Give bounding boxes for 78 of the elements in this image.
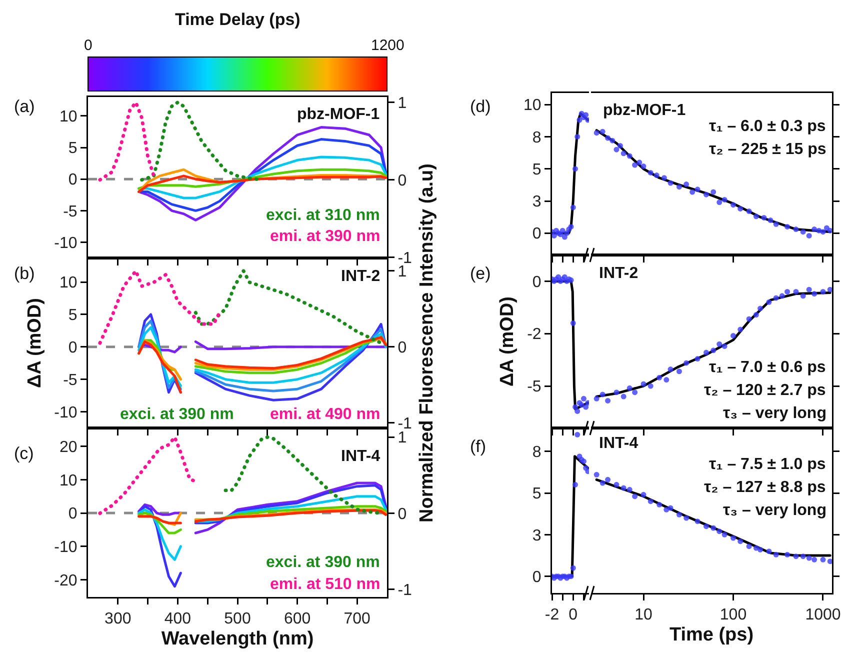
y2-tick-label: 1 [398,430,407,447]
annotation: INT-2 [341,268,380,285]
x-tick-label: 600 [284,610,311,628]
color-bar-label: 1200 [371,37,404,54]
y-tick-label: -20 [54,572,78,590]
y-tick-label: 0 [68,172,78,189]
text: emi. at 510 nm [270,576,380,593]
text: (a) [14,97,35,116]
y-tick-label: 0 [68,339,78,356]
y-tick-label: 10 [524,97,542,114]
y-tick-label: 3 [532,527,542,544]
y-tick-label: 0 [532,274,542,291]
x-tick-label: 1000 [805,606,841,624]
y2-tick-label: 0 [398,339,407,356]
annotation: τ₃ – very long [723,502,826,519]
y2-tick-label: -1 [398,415,412,432]
y2-axis-title: Normalized Fluorescence Intensity (a.u) [416,164,438,522]
annotation: INT-4 [599,435,638,452]
annotation: INT-4 [341,448,380,465]
x-tick-label: 400 [164,610,192,628]
x-axis-title: Time (ps) [669,624,754,646]
y-tick-label: -2 [527,326,542,344]
text: (c) [14,444,34,463]
x-axis-title: Wavelength (nm) [161,628,314,650]
y-tick-label: 20 [60,438,78,456]
series-label: exci. at 310 nm [266,207,380,224]
y-tick-label: 0 [532,568,542,586]
annotation: INT-2 [599,265,638,282]
annotation: τ₁ – 7.5 ± 1.0 ps [709,456,826,473]
y-axis-title: ΔA (mOD) [24,298,46,388]
x-tick-label: 500 [224,610,251,628]
x-tick-label: 700 [344,610,371,628]
annotation: τ₂ – 225 ± 15 ps [709,141,826,158]
text: emi. at 490 nm [270,406,380,423]
x-tick-label: 10 [634,606,652,624]
y-tick-label: 5 [532,486,542,503]
annotation: pbz-MOF-1 [603,102,686,119]
y-tick-label: -10 [54,234,78,252]
text: exci. at 390 nm [266,554,380,571]
text: emi. at 390 nm [270,228,380,245]
y-tick-label: 0 [68,506,78,523]
y-axis-title: ΔA (mOD) [497,296,518,386]
y2-tick-label: 0 [398,506,407,523]
text: (e) [470,264,491,283]
annotation: τ₂ – 127 ± 8.8 ps [704,479,826,496]
y2-tick-label: 1 [398,95,407,112]
text: exci. at 390 nm [120,406,234,423]
y-tick-label: -5 [63,203,78,220]
y-tick-label: 3 [532,194,542,211]
annotation: τ₁ – 7.0 ± 0.6 ps [709,359,826,376]
x-tick-label: 100 [720,606,747,624]
y-tick-label: 5 [532,161,542,178]
y-tick-label: 8 [532,129,542,146]
x-tick-label: 300 [104,610,132,628]
annotation: τ₃ – very long [723,405,826,422]
y-tick-label: -10 [54,538,78,556]
y-tick-label: 10 [60,108,78,126]
y2-tick-label: 0 [398,172,407,190]
annotation: τ₁ – 6.0 ± 0.3 ps [709,118,826,135]
y-tick-label: -5 [527,378,542,396]
y-tick-label: 10 [60,274,78,292]
color-bar-label: 0 [84,37,92,54]
text: (b) [14,264,35,283]
x-tick-label: 0 [568,606,578,624]
y-tick-label: 5 [68,140,78,158]
annotation: τ₂ – 120 ± 2.7 ps [704,382,826,399]
annotation: pbz-MOF-1 [297,106,380,123]
y-tick-label: 10 [60,472,78,490]
y-tick-label: -5 [63,372,78,389]
y-tick-label: 5 [68,307,78,324]
y-tick-label: -10 [54,404,78,422]
x-tick-label: -2 [544,606,560,624]
y-tick-label: 0 [532,226,542,243]
y2-tick-label: -1 [398,582,412,599]
text: (f) [470,437,486,456]
color-bar-title: Time Delay (ps) [175,10,300,29]
text: (d) [470,97,491,116]
y-tick-label: 8 [532,444,542,461]
